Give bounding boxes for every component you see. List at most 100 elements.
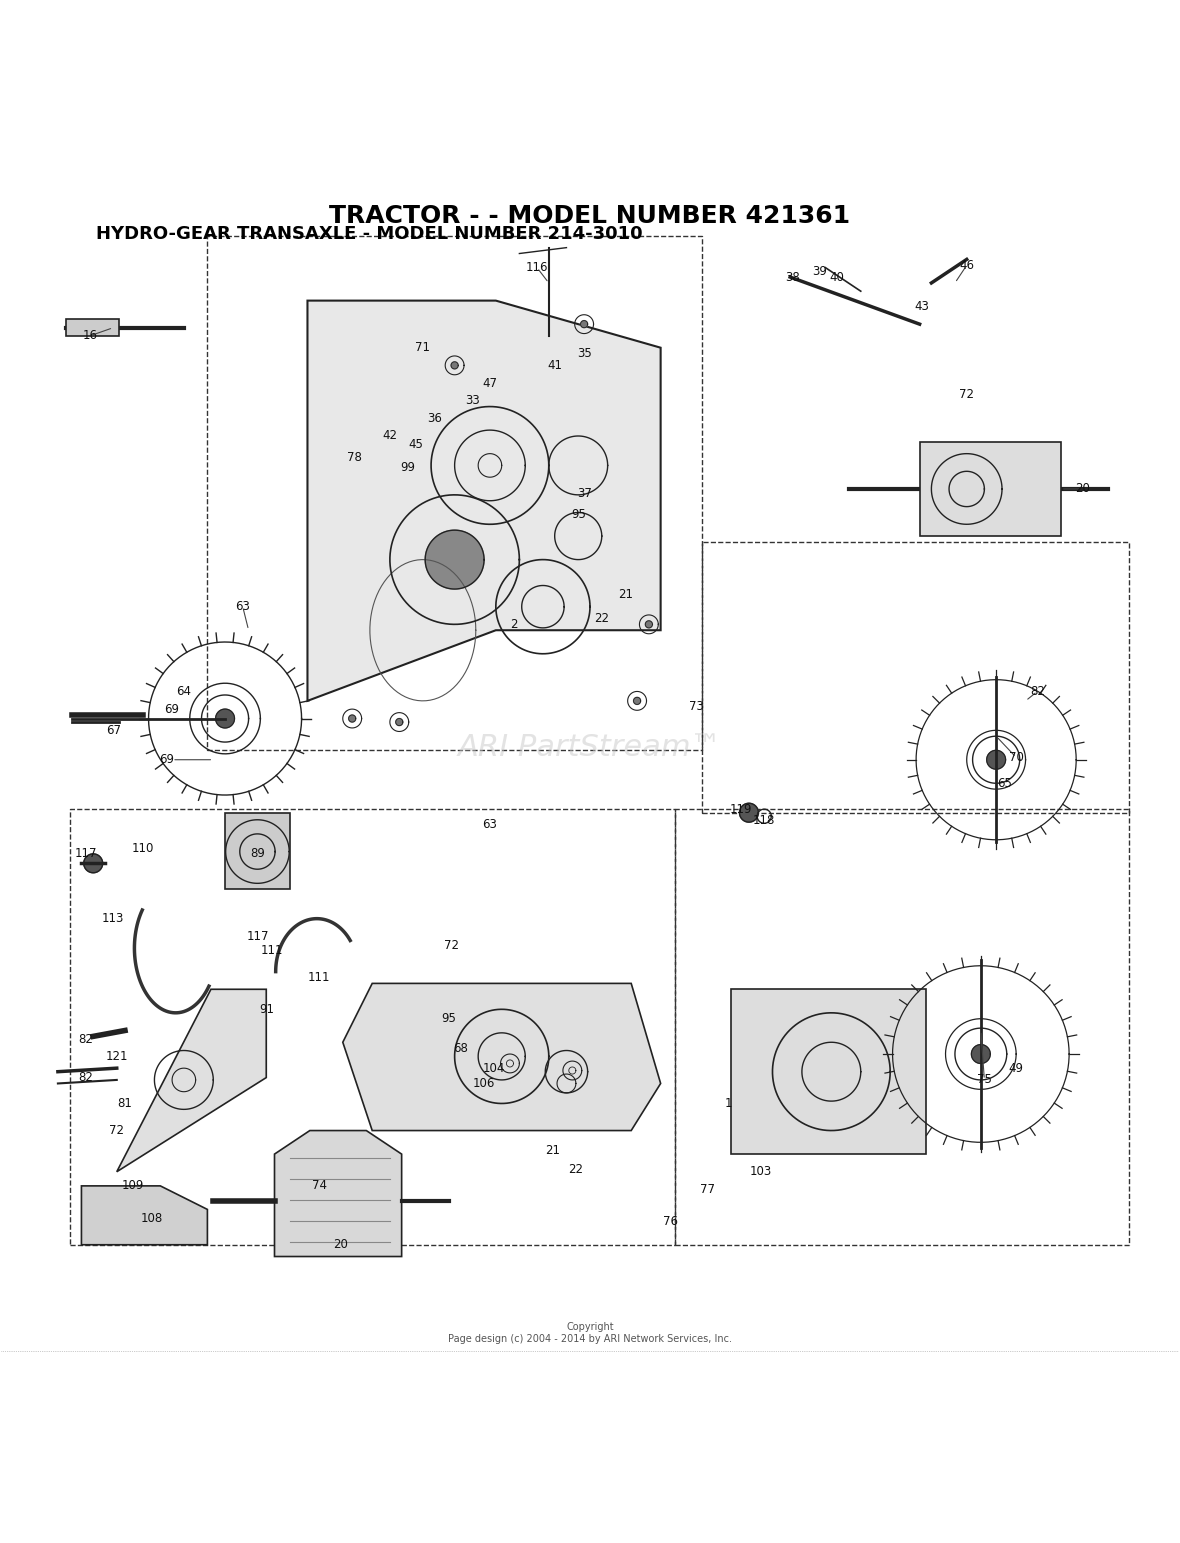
Text: 2: 2 — [510, 617, 517, 631]
Text: 21: 21 — [545, 1143, 559, 1157]
Text: 78: 78 — [347, 451, 362, 464]
Text: 70: 70 — [1009, 751, 1023, 764]
Bar — [702, 542, 1129, 813]
Polygon shape — [225, 819, 289, 883]
Polygon shape — [117, 989, 267, 1171]
Polygon shape — [986, 750, 1005, 768]
Text: HYDRO-GEAR TRANSAXLE - MODEL NUMBER 214-3010: HYDRO-GEAR TRANSAXLE - MODEL NUMBER 214-… — [96, 225, 642, 242]
Polygon shape — [342, 983, 661, 1131]
Text: 68: 68 — [453, 1042, 468, 1055]
Text: 82: 82 — [1030, 685, 1044, 697]
Text: 91: 91 — [258, 1003, 274, 1015]
Polygon shape — [451, 361, 458, 369]
Text: 89: 89 — [250, 847, 266, 861]
Polygon shape — [308, 301, 661, 701]
Text: 38: 38 — [785, 270, 800, 284]
Text: 109: 109 — [122, 1179, 144, 1193]
Polygon shape — [506, 1060, 513, 1066]
Text: 21: 21 — [618, 588, 632, 602]
Text: 45: 45 — [408, 438, 424, 451]
Text: 95: 95 — [441, 1012, 457, 1025]
Text: 46: 46 — [959, 259, 975, 272]
Text: 106: 106 — [473, 1077, 496, 1089]
Text: 65: 65 — [997, 776, 1011, 790]
Text: 1: 1 — [726, 1097, 733, 1109]
Text: 67: 67 — [106, 724, 120, 738]
Text: Copyright: Copyright — [566, 1322, 614, 1332]
Text: 20: 20 — [333, 1237, 348, 1251]
Text: 47: 47 — [483, 376, 498, 389]
Text: 33: 33 — [465, 393, 479, 407]
Text: 40: 40 — [830, 270, 845, 284]
Polygon shape — [216, 710, 235, 728]
Text: 71: 71 — [415, 341, 431, 355]
Bar — [225, 813, 290, 889]
Text: 72: 72 — [444, 940, 459, 952]
Text: 49: 49 — [1009, 1062, 1024, 1074]
Text: 118: 118 — [753, 815, 775, 827]
Text: 81: 81 — [118, 1097, 132, 1109]
Polygon shape — [84, 853, 103, 873]
Text: 116: 116 — [526, 261, 549, 275]
Text: 77: 77 — [700, 1183, 715, 1196]
Text: 43: 43 — [914, 299, 930, 313]
Text: 111: 111 — [308, 971, 330, 984]
Polygon shape — [740, 804, 759, 822]
Text: 22: 22 — [569, 1163, 583, 1176]
Text: 82: 82 — [79, 1071, 93, 1085]
Text: 117: 117 — [74, 847, 98, 861]
Text: 103: 103 — [749, 1165, 772, 1179]
Text: 63: 63 — [235, 600, 250, 613]
Text: 108: 108 — [140, 1213, 163, 1225]
Text: 99: 99 — [400, 461, 415, 474]
Polygon shape — [645, 620, 653, 628]
Text: 41: 41 — [548, 360, 562, 372]
Text: 75: 75 — [977, 1074, 992, 1086]
Text: 121: 121 — [105, 1049, 127, 1063]
Text: 69: 69 — [164, 702, 179, 716]
Text: 82: 82 — [79, 1034, 93, 1046]
Text: 22: 22 — [595, 613, 609, 625]
Text: 35: 35 — [577, 347, 591, 360]
Polygon shape — [81, 1187, 208, 1245]
Text: 110: 110 — [131, 841, 153, 855]
Polygon shape — [569, 1066, 576, 1074]
Text: 63: 63 — [483, 818, 498, 832]
Polygon shape — [348, 714, 355, 722]
Bar — [208, 236, 702, 750]
Polygon shape — [275, 1131, 401, 1256]
Text: 20: 20 — [1075, 483, 1089, 495]
Text: 119: 119 — [729, 802, 752, 816]
Text: 37: 37 — [577, 488, 591, 500]
Text: ARI PartStream™: ARI PartStream™ — [458, 733, 722, 762]
Polygon shape — [240, 833, 275, 869]
Polygon shape — [971, 1045, 990, 1063]
Text: 72: 72 — [959, 389, 975, 401]
Polygon shape — [395, 719, 402, 725]
Text: 16: 16 — [83, 329, 97, 343]
Text: 73: 73 — [688, 701, 703, 713]
Polygon shape — [634, 697, 641, 705]
Text: 36: 36 — [427, 412, 442, 424]
Bar — [732, 989, 925, 1154]
Text: 69: 69 — [158, 753, 173, 767]
Text: 104: 104 — [483, 1062, 505, 1074]
Bar — [919, 441, 1061, 535]
Text: 113: 113 — [101, 912, 124, 926]
Polygon shape — [581, 321, 588, 327]
Text: 76: 76 — [662, 1214, 677, 1228]
Text: Page design (c) 2004 - 2014 by ARI Network Services, Inc.: Page design (c) 2004 - 2014 by ARI Netwo… — [448, 1333, 732, 1344]
Text: 95: 95 — [571, 508, 585, 522]
Text: 117: 117 — [247, 930, 269, 943]
Bar — [70, 809, 675, 1245]
Bar — [675, 809, 1129, 1245]
Text: 72: 72 — [110, 1123, 124, 1137]
Bar — [66, 319, 119, 336]
Text: 42: 42 — [382, 429, 398, 443]
Text: 64: 64 — [176, 685, 191, 697]
Text: 39: 39 — [812, 265, 827, 278]
Polygon shape — [425, 531, 484, 589]
Text: 111: 111 — [261, 944, 283, 957]
Text: 74: 74 — [312, 1179, 327, 1193]
Text: TRACTOR - - MODEL NUMBER 421361: TRACTOR - - MODEL NUMBER 421361 — [329, 204, 851, 228]
